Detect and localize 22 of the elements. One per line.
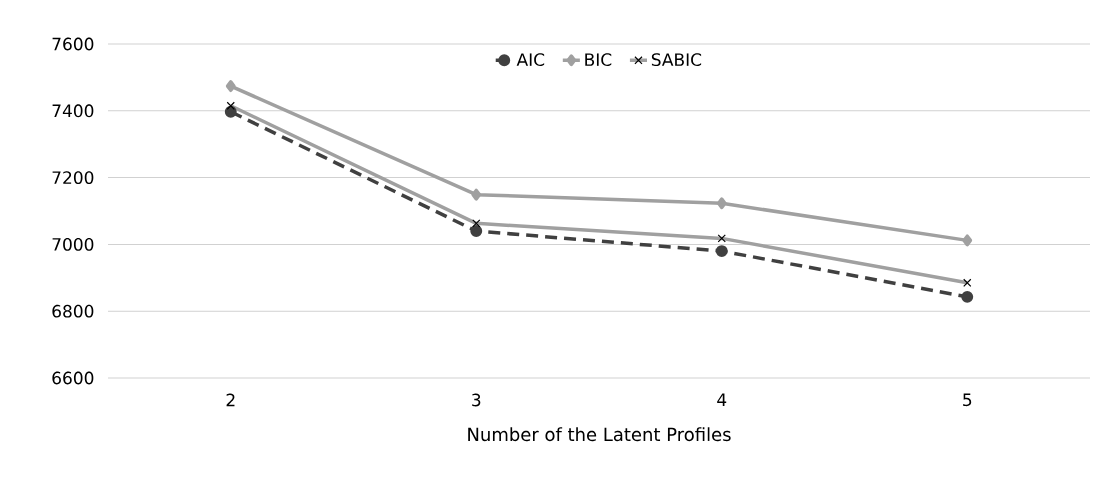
x-tick-label: 4 (717, 393, 727, 406)
x-tick-label: 2 (226, 393, 235, 407)
point (715, 245, 728, 258)
x-tick-label: 3 (472, 393, 481, 407)
point (470, 225, 483, 237)
y-tick-label: 7200 (52, 171, 94, 185)
point (225, 80, 236, 93)
legend-label: BIC (585, 53, 612, 67)
point (961, 290, 974, 303)
y-tick-label: 7000 (52, 237, 94, 251)
point (962, 234, 973, 247)
point (471, 188, 482, 201)
point (716, 197, 727, 210)
x-axis-title: Number of the Latent Profiles (468, 427, 731, 442)
y-tick-label: 6800 (52, 304, 94, 318)
y-tick-label: 6600 (52, 371, 94, 385)
y-tick-label: 7400 (52, 104, 94, 118)
point (224, 105, 237, 118)
x-tick-label: 5 (963, 393, 972, 407)
legend-label: SABIC (651, 53, 702, 67)
legend-label: AIC (516, 53, 545, 67)
y-tick-label: 7600 (52, 37, 94, 51)
